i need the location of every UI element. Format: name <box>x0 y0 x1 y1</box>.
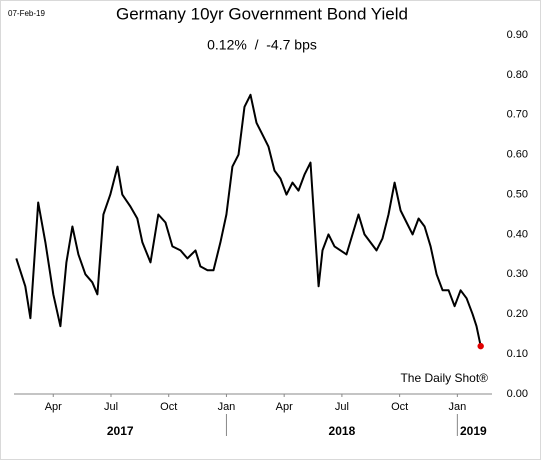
y-tick-label: 0.30 <box>507 268 528 280</box>
date-stamp: 07-Feb-19 <box>8 9 45 18</box>
line-series <box>15 93 482 347</box>
chart-subtitle: 0.12% / -4.7 bps <box>207 37 317 53</box>
year-label: 2018 <box>329 424 356 438</box>
source: The Daily Shot® <box>400 371 488 385</box>
x-tick-label: Oct <box>391 401 408 413</box>
x-tick-label: Apr <box>45 401 62 413</box>
y-tick-label: 0.70 <box>507 109 528 121</box>
y-tick-label: 0.60 <box>507 149 528 161</box>
y-tick-label: 0.50 <box>507 188 528 200</box>
x-tick-label: Jan <box>448 401 466 413</box>
year-label: 2017 <box>107 424 134 438</box>
x-tick-label: Jul <box>335 401 349 413</box>
y-tick-label: 0.40 <box>507 228 528 240</box>
x-tick-label: Jan <box>218 401 236 413</box>
last-point <box>477 342 484 350</box>
x-tick-label: Apr <box>276 401 293 413</box>
y-tick-label: 0.00 <box>507 388 528 400</box>
y-tick-label: 0.10 <box>507 348 528 360</box>
y-tick-label: 0.20 <box>507 308 528 320</box>
x-tick-label: Jul <box>104 401 118 413</box>
year-label: 2019 <box>460 424 487 438</box>
y-tick-label: 0.90 <box>507 29 528 41</box>
chart-title: Germany 10yr Government Bond Yield <box>116 4 408 23</box>
y-tick-label: 0.80 <box>507 69 528 81</box>
x-tick-label: Oct <box>160 401 177 413</box>
